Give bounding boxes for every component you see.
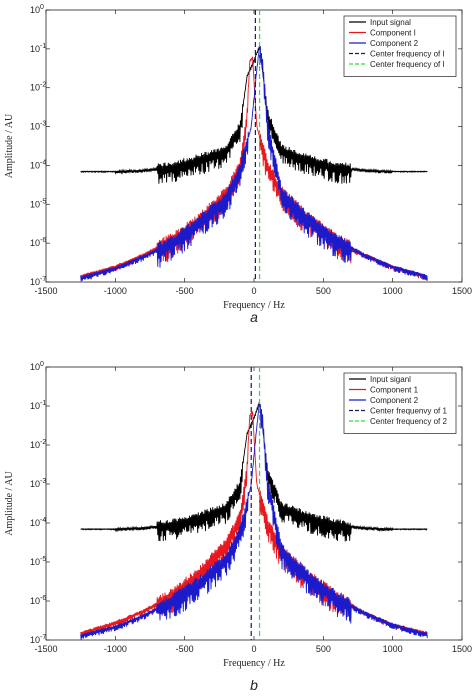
legend-label: Component I xyxy=(370,29,416,38)
x-tick-label: 1500 xyxy=(452,286,472,296)
y-tick-label: 10-7 xyxy=(30,634,46,645)
x-axis-label: Frequency / Hz xyxy=(223,300,285,311)
y-tick-label: 10-4 xyxy=(30,517,46,528)
x-tick-label: 500 xyxy=(316,644,331,654)
y-tick-label: 10-2 xyxy=(30,82,46,93)
panel-label: b xyxy=(250,677,258,693)
x-tick-label: 0 xyxy=(251,286,256,296)
series-line-1 xyxy=(80,45,428,184)
y-tick-label: 10-3 xyxy=(30,121,46,132)
y-tick-label: 100 xyxy=(30,361,44,372)
x-tick-label: 500 xyxy=(316,286,331,296)
legend-box xyxy=(343,372,457,434)
y-tick-label: 10-5 xyxy=(30,198,46,209)
chart-panel-b: -1500 -1000 -500 0 500 1000 1500 10-7 10-6 10-5 10… xyxy=(4,361,472,693)
x-tick-label: -1000 xyxy=(104,286,127,296)
legend-label: Center frequenvy of 1 xyxy=(370,407,447,416)
x-axis-label: Frequency / Hz xyxy=(223,658,285,669)
chart-panel-a: -1500 -1000 -500 0 500 1000 1500 10-7 10-6 10-5 10… xyxy=(4,4,472,325)
y-tick-label: 10-5 xyxy=(30,556,46,567)
y-tick-label: 10-2 xyxy=(30,439,46,450)
y-axis-label: Amplitude / AU xyxy=(4,113,15,178)
legend-box xyxy=(343,15,457,77)
legend-label: Input siganl xyxy=(370,375,411,384)
y-tick-label: 10-6 xyxy=(30,595,46,606)
y-tick-label: 10-4 xyxy=(30,159,46,170)
series-line-2 xyxy=(80,56,428,281)
legend-label: Input signal xyxy=(370,18,411,27)
series-line-2 xyxy=(80,411,428,638)
series-line-1 xyxy=(80,401,428,542)
y-tick-label: 10-1 xyxy=(30,400,46,411)
y-tick-label: 10-7 xyxy=(30,276,46,287)
x-tick-label: -500 xyxy=(176,286,194,296)
x-tick-label: -500 xyxy=(176,644,194,654)
x-tick-label: 0 xyxy=(251,644,256,654)
y-tick-label: 10-1 xyxy=(30,43,46,54)
legend-label: Component 1 xyxy=(370,386,419,395)
y-tick-label: 100 xyxy=(30,4,44,15)
y-tick-label: 10-3 xyxy=(30,478,46,489)
legend-label: Component 2 xyxy=(370,39,419,48)
series-line-3 xyxy=(80,403,428,640)
legend-label: Component 2 xyxy=(370,396,419,405)
legend-label: Center frequency of I xyxy=(370,60,445,69)
x-tick-label: -1500 xyxy=(34,644,57,654)
x-tick-label: 1000 xyxy=(383,286,403,296)
x-tick-label: -1000 xyxy=(104,644,127,654)
legend-label: Center frequency of 2 xyxy=(370,417,447,426)
y-tick-label: 10-6 xyxy=(30,237,46,248)
x-tick-label: 1000 xyxy=(383,644,403,654)
legend-label: Center frequency of I xyxy=(370,50,445,59)
panel-label: a xyxy=(250,309,258,325)
x-tick-label: 1500 xyxy=(452,644,472,654)
series-line-3 xyxy=(80,45,428,282)
y-axis-label: Amplitude / AU xyxy=(4,471,15,536)
x-tick-label: -1500 xyxy=(34,286,57,296)
